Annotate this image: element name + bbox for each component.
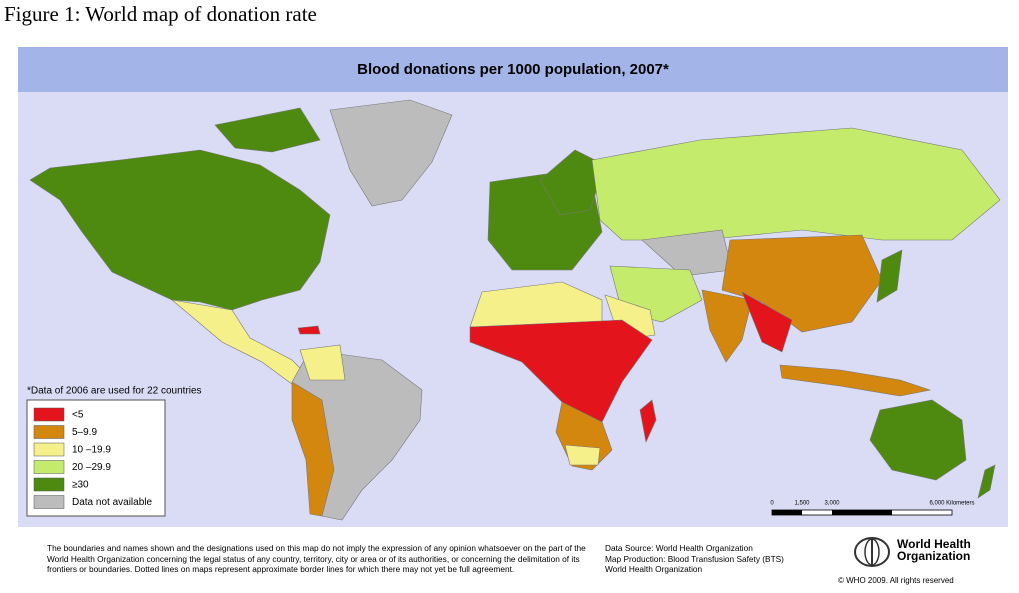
source-line: World Health Organization [605, 564, 703, 574]
legend-label: Data not available [72, 497, 152, 508]
who-emblem [854, 537, 890, 567]
scale-label: 6,000 Kilometers [929, 501, 974, 507]
legend-swatch [33, 407, 65, 422]
andes [291, 381, 335, 517]
source-line: Data Source: World Health Organization [605, 543, 753, 553]
india [701, 289, 753, 363]
legend-label: 5–9.9 [72, 427, 97, 438]
legend-label: 20 –29.9 [72, 462, 111, 473]
japan [876, 249, 903, 303]
legend-label: 10 –19.9 [72, 445, 111, 456]
legend-swatch [33, 425, 65, 439]
new-zealand [977, 464, 996, 499]
legend-swatch [33, 442, 65, 457]
australia [869, 399, 967, 481]
map-note: *Data of 2006 are used for 22 countries [27, 386, 202, 397]
map: *Data of 2006 are used for 22 countries … [18, 92, 1008, 527]
scale-bar-segment [832, 510, 892, 515]
scale-label: 3,000 [824, 501, 840, 507]
north-africa [469, 281, 603, 328]
madagascar [639, 399, 657, 443]
legend-label: ≥30 [72, 480, 89, 491]
legend-swatch [33, 460, 65, 474]
russia [591, 127, 1001, 241]
south-africa [564, 444, 601, 466]
scale-label: 1,500 [794, 501, 810, 507]
southeast-asia [741, 291, 793, 353]
indonesia [779, 364, 932, 397]
copyright: © WHO 2009. All rights reserved [838, 576, 954, 585]
map-title: Blood donations per 1000 population, 200… [18, 47, 1008, 92]
source-line: Map Production: Blood Transfusion Safety… [605, 553, 784, 564]
greenland [329, 99, 453, 207]
scale-bar-segment [772, 510, 802, 515]
figure-caption: Figure 1: World map of donation rate [4, 2, 317, 26]
china [721, 234, 883, 333]
northern-south-america [299, 344, 346, 381]
arctic-islands [214, 107, 321, 153]
legend-swatch [33, 495, 65, 509]
disclaimer: The boundaries and names shown and the d… [47, 543, 586, 574]
legend-label: <5 [72, 410, 84, 421]
source: Data Source: World Health Organization M… [605, 543, 784, 575]
logo-line: World Health [897, 537, 971, 551]
north-america [29, 149, 331, 311]
legend-swatch [33, 477, 65, 492]
scale-label: 0 [770, 501, 774, 507]
who-logo: World Health Organization [897, 538, 971, 562]
logo-line: Organization [897, 549, 971, 563]
caribbean [297, 325, 321, 335]
